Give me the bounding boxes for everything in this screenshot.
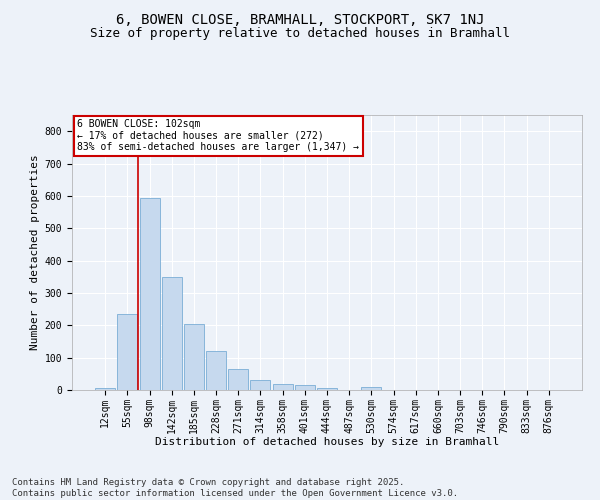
Bar [250, 380, 271, 390]
Bar [184, 324, 204, 390]
Bar [295, 385, 315, 390]
Text: Size of property relative to detached houses in Bramhall: Size of property relative to detached ho… [90, 28, 510, 40]
Bar [95, 388, 115, 390]
Bar [140, 198, 160, 390]
Bar [206, 351, 226, 390]
Text: Contains HM Land Registry data © Crown copyright and database right 2025.
Contai: Contains HM Land Registry data © Crown c… [12, 478, 458, 498]
Bar [272, 384, 293, 390]
Text: 6 BOWEN CLOSE: 102sqm
← 17% of detached houses are smaller (272)
83% of semi-det: 6 BOWEN CLOSE: 102sqm ← 17% of detached … [77, 119, 359, 152]
Bar [162, 277, 182, 390]
Y-axis label: Number of detached properties: Number of detached properties [31, 154, 40, 350]
Bar [317, 388, 337, 390]
X-axis label: Distribution of detached houses by size in Bramhall: Distribution of detached houses by size … [155, 437, 499, 447]
Bar [361, 387, 382, 390]
Bar [228, 369, 248, 390]
Bar [118, 314, 137, 390]
Text: 6, BOWEN CLOSE, BRAMHALL, STOCKPORT, SK7 1NJ: 6, BOWEN CLOSE, BRAMHALL, STOCKPORT, SK7… [116, 12, 484, 26]
